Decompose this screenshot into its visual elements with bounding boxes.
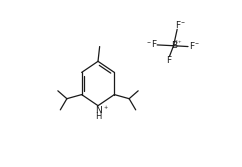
Text: $^-$: $^-$ [145,40,152,46]
Text: $^-$: $^-$ [179,20,186,26]
Text: F: F [189,42,194,51]
Text: $^-$: $^-$ [193,41,199,47]
Text: F: F [175,21,180,30]
Text: $^{3+}$: $^{3+}$ [174,40,183,45]
Text: $^+$: $^+$ [102,106,109,112]
Text: B: B [171,41,177,50]
Text: N: N [95,106,101,115]
Text: F: F [151,40,156,49]
Text: H: H [95,112,101,121]
Text: F: F [166,55,171,64]
